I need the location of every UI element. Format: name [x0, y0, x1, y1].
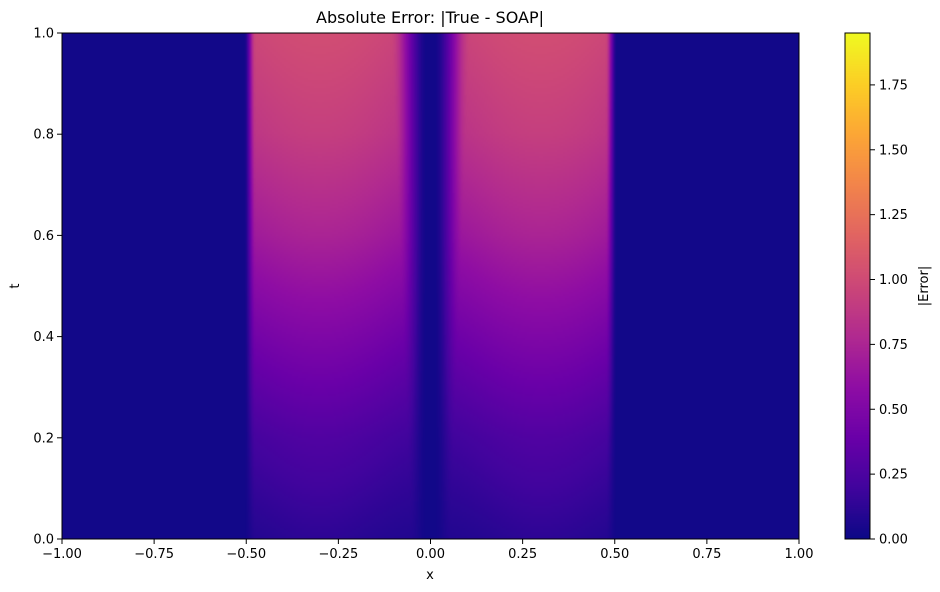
y-tick-label: 0.2 [33, 431, 54, 446]
colorbar-tick-label: 0.50 [879, 403, 908, 418]
colorbar-tick-label: 1.75 [879, 78, 908, 93]
x-tick-label: −0.75 [134, 547, 174, 562]
y-axis-label: t [8, 283, 23, 288]
colorbar-label: |Error| [917, 266, 932, 306]
colorbar-tick-label: 0.25 [879, 468, 908, 483]
y-tick-label: 1.0 [33, 27, 54, 42]
chart-title: Absolute Error: |True - SOAP| [316, 8, 544, 27]
x-tick-label: 0.25 [508, 547, 537, 562]
y-tick-label: 0.0 [33, 533, 54, 548]
x-axis: −1.00 −0.75 −0.50 −0.25 0.00 0.25 0.50 0.75 1.00 [42, 539, 813, 562]
x-tick-label: −0.25 [318, 547, 358, 562]
colorbar-tick-label: 1.50 [879, 143, 908, 158]
colorbar-tick-label: 1.25 [879, 208, 908, 223]
colorbar-axis: 0.00 0.25 0.50 0.75 1.00 1.25 1.50 1.75 [870, 78, 908, 548]
x-tick-label: 0.75 [692, 547, 721, 562]
y-axis: 0.0 0.2 0.4 0.6 0.8 1.0 [33, 27, 62, 548]
y-tick-label: 0.4 [33, 330, 54, 345]
x-tick-label: 1.00 [785, 547, 814, 562]
colorbar-frame [844, 32, 871, 540]
heatmap-image [62, 33, 799, 539]
x-tick-label: −1.00 [42, 547, 82, 562]
y-tick-label: 0.8 [33, 128, 54, 143]
y-tick-label: 0.6 [33, 229, 54, 244]
x-axis-label: x [426, 568, 434, 583]
colorbar-tick-label: 1.00 [879, 273, 908, 288]
x-tick-label: −0.50 [226, 547, 266, 562]
colorbar-tick-label: 0.00 [879, 533, 908, 548]
x-tick-label: 0.50 [600, 547, 629, 562]
colorbar-tick-label: 0.75 [879, 338, 908, 353]
colorbar-gradient [845, 33, 870, 539]
x-tick-label: 0.00 [416, 547, 445, 562]
